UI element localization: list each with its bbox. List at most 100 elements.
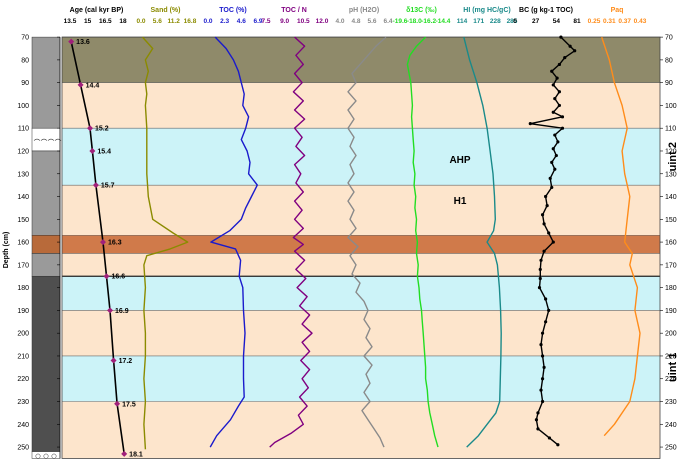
depth-tick-label-10: 170 [17,262,29,269]
series-6-tick-2: 228 [490,18,501,25]
depth-tick-label-8: 150 [17,217,29,224]
depth-tick-label-right-14: 210 [665,353,677,360]
bc-point-38 [539,342,543,347]
series-0-tick-1: 15 [84,18,92,25]
series-5-tick-0: -19.6 [393,18,408,25]
bc-point-28 [551,240,555,244]
age-label-3: 15.4 [97,148,111,155]
depth-tick-label-2: 90 [21,80,29,87]
pebble-symbol-1 [43,453,49,459]
series-5-tick-1: -18.0 [407,18,422,25]
band-0 [62,37,660,83]
bc-point-29 [542,249,546,253]
shell-symbol-2 [47,138,55,141]
age-point-0 [68,38,75,45]
age-point-6 [103,273,110,280]
series-6-tick-3: 285 [507,18,518,25]
band-7 [62,310,660,356]
plot-frame [61,36,661,459]
bc-point-44 [536,411,540,415]
age-point-8 [110,357,117,364]
bc-point-31 [538,267,542,272]
depth-tick-label-right-12: 190 [665,308,677,315]
age-label-10: 18.1 [129,451,143,458]
depth-tick-label-right-9: 160 [665,240,677,247]
bc-point-3 [563,56,567,60]
series-4-tick-3: 6.4 [383,18,392,25]
depth-tick-label-9: 160 [17,240,29,247]
series-2-tick-0: 0.0 [203,18,212,25]
bc-point-20 [553,167,557,171]
series-7-tick-3: 81 [573,18,581,25]
depth-tick-label-6: 130 [17,171,29,178]
bc-point-9 [553,97,557,101]
bc-point-10 [557,103,561,108]
depth-tick-label-right-6: 130 [665,171,677,178]
depth-tick-label-0: 70 [21,35,29,42]
bc-point-2 [573,49,577,53]
lithology-layer-4 [31,253,61,277]
series-8-tick-0: 0.25 [588,18,601,25]
bc-point-30 [539,258,543,262]
bc-point-16 [556,140,560,144]
bc-point-48 [556,443,560,447]
band-8 [62,355,660,402]
series-1-tick-1: 5.6 [153,18,162,25]
bc-point-47 [547,436,552,440]
series-2-tick-3: 6.9 [253,18,262,25]
unit-2-label: uint 2 [667,142,679,171]
series-7-tick-2: 54 [553,18,561,25]
bc-point-11 [551,110,555,114]
band-4 [62,235,660,254]
series-line-4 [347,36,387,448]
lithology-layer-2 [31,150,61,236]
series-1-tick-2: 11.2 [168,18,181,25]
depth-tick-label-right-5: 120 [665,148,677,155]
band-9 [62,401,660,459]
series-title-0: Age (cal kyr BP) [70,7,124,14]
band-2 [62,128,660,186]
series-4-tick-2: 5.6 [367,18,376,25]
bc-point-32 [538,276,542,281]
bc-point-46 [536,427,540,431]
depth-tick-label-7: 140 [17,194,29,201]
bc-point-39 [540,354,545,358]
bc-point-22 [550,185,554,190]
depth-tick-label-right-3: 100 [665,103,677,110]
pebble-symbol-0 [35,453,41,459]
series-2-tick-2: 4.6 [237,18,246,25]
bc-point-35 [547,308,551,313]
bc-point-7 [551,83,555,87]
bc-point-36 [544,320,548,324]
series-4-tick-1: 4.8 [351,18,360,25]
bc-point-8 [557,90,561,94]
bc-point-4 [557,62,561,67]
series-7-tick-1: 27 [532,18,540,25]
series-1-tick-0: 0.0 [136,18,145,25]
series-5-tick-3: -14.4 [436,18,451,25]
age-label-4: 15.7 [101,183,115,190]
bc-point-24 [545,204,549,208]
series-title-1: Sand (%) [151,7,181,14]
depth-tick-label-15: 220 [17,376,29,383]
age-label-1: 14.4 [86,82,100,89]
series-headers: Age (cal kyr BP) 13.5 15 16.5 18 Sand (%) 0.0 5… [64,7,647,25]
bc-point-27 [547,231,551,235]
depth-tick-label-right-2: 90 [665,80,673,87]
band-3 [62,185,660,236]
series-title-4: pH (H2O) [349,7,379,14]
bc-point-42 [539,388,543,392]
depth-tick-label-right-8: 150 [665,217,677,224]
annotations: AHP H1 uint 2 uint 1 [449,142,679,382]
age-point-4 [92,182,99,189]
series-title-5: δ13C (‰) [406,7,437,14]
age-label-9: 17.5 [122,401,136,408]
age-label-8: 17.2 [119,358,133,365]
series-3-tick-2: 10.5 [297,18,310,25]
bc-point-13 [528,122,532,126]
age-label-5: 16.3 [108,240,122,247]
series-0-tick-2: 16.5 [99,18,112,25]
series-6-tick-1: 171 [473,18,484,25]
series-title-2: TOC (%) [219,7,246,14]
